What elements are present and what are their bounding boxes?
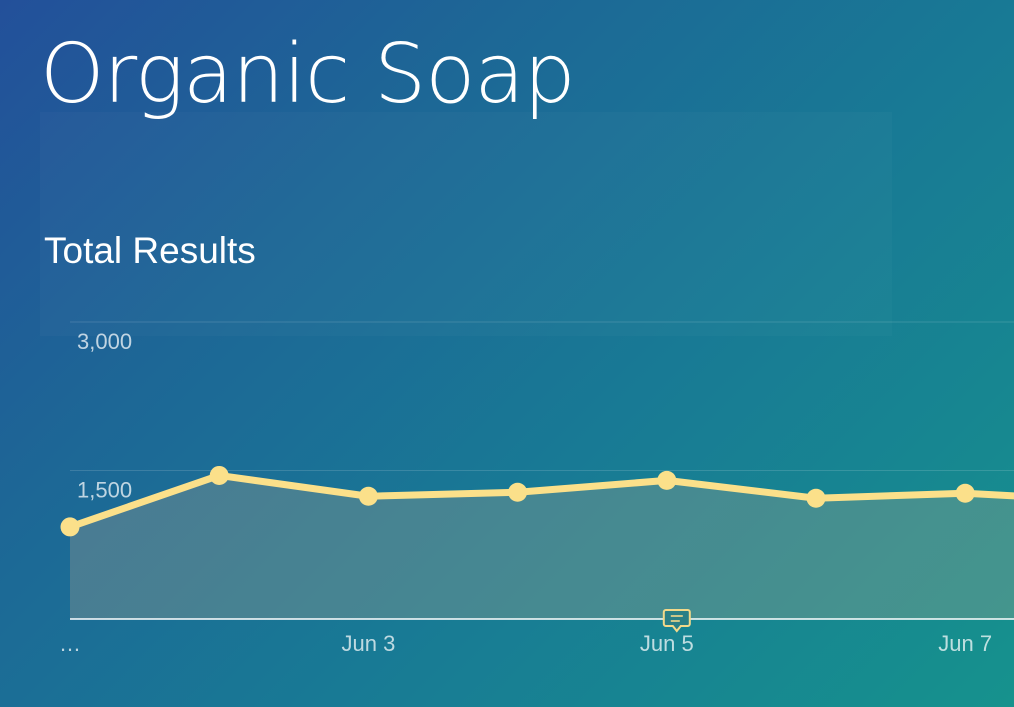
y-tick-label: 1,500 [77, 478, 132, 503]
data-point[interactable] [657, 470, 677, 490]
area-layer [70, 475, 1014, 619]
data-point[interactable] [60, 517, 80, 537]
series-line [66, 471, 1014, 531]
comment-icon[interactable] [662, 609, 691, 633]
x-tick-label: … [59, 631, 81, 656]
x-tick-label: Jun 7 [938, 631, 992, 656]
series-area [70, 475, 1014, 619]
points-layer [60, 465, 975, 537]
page-title: Organic Soap [40, 27, 576, 122]
line-layer [66, 471, 1014, 531]
chart-title: Total Results [44, 230, 256, 271]
x-axis: … Jun 3 Jun 5 Jun 7 [59, 618, 1014, 656]
data-point[interactable] [806, 488, 826, 508]
x-tick-label: Jun 3 [341, 631, 395, 656]
data-point[interactable] [955, 483, 975, 503]
y-tick-label: 3,000 [77, 329, 132, 354]
data-point[interactable] [358, 486, 378, 506]
annotation-layer[interactable] [662, 609, 691, 633]
data-point[interactable] [508, 482, 528, 502]
data-point[interactable] [209, 465, 229, 485]
grid-layer: 3,000 1,500 [70, 321, 1014, 503]
x-tick-label: Jun 5 [640, 631, 694, 656]
